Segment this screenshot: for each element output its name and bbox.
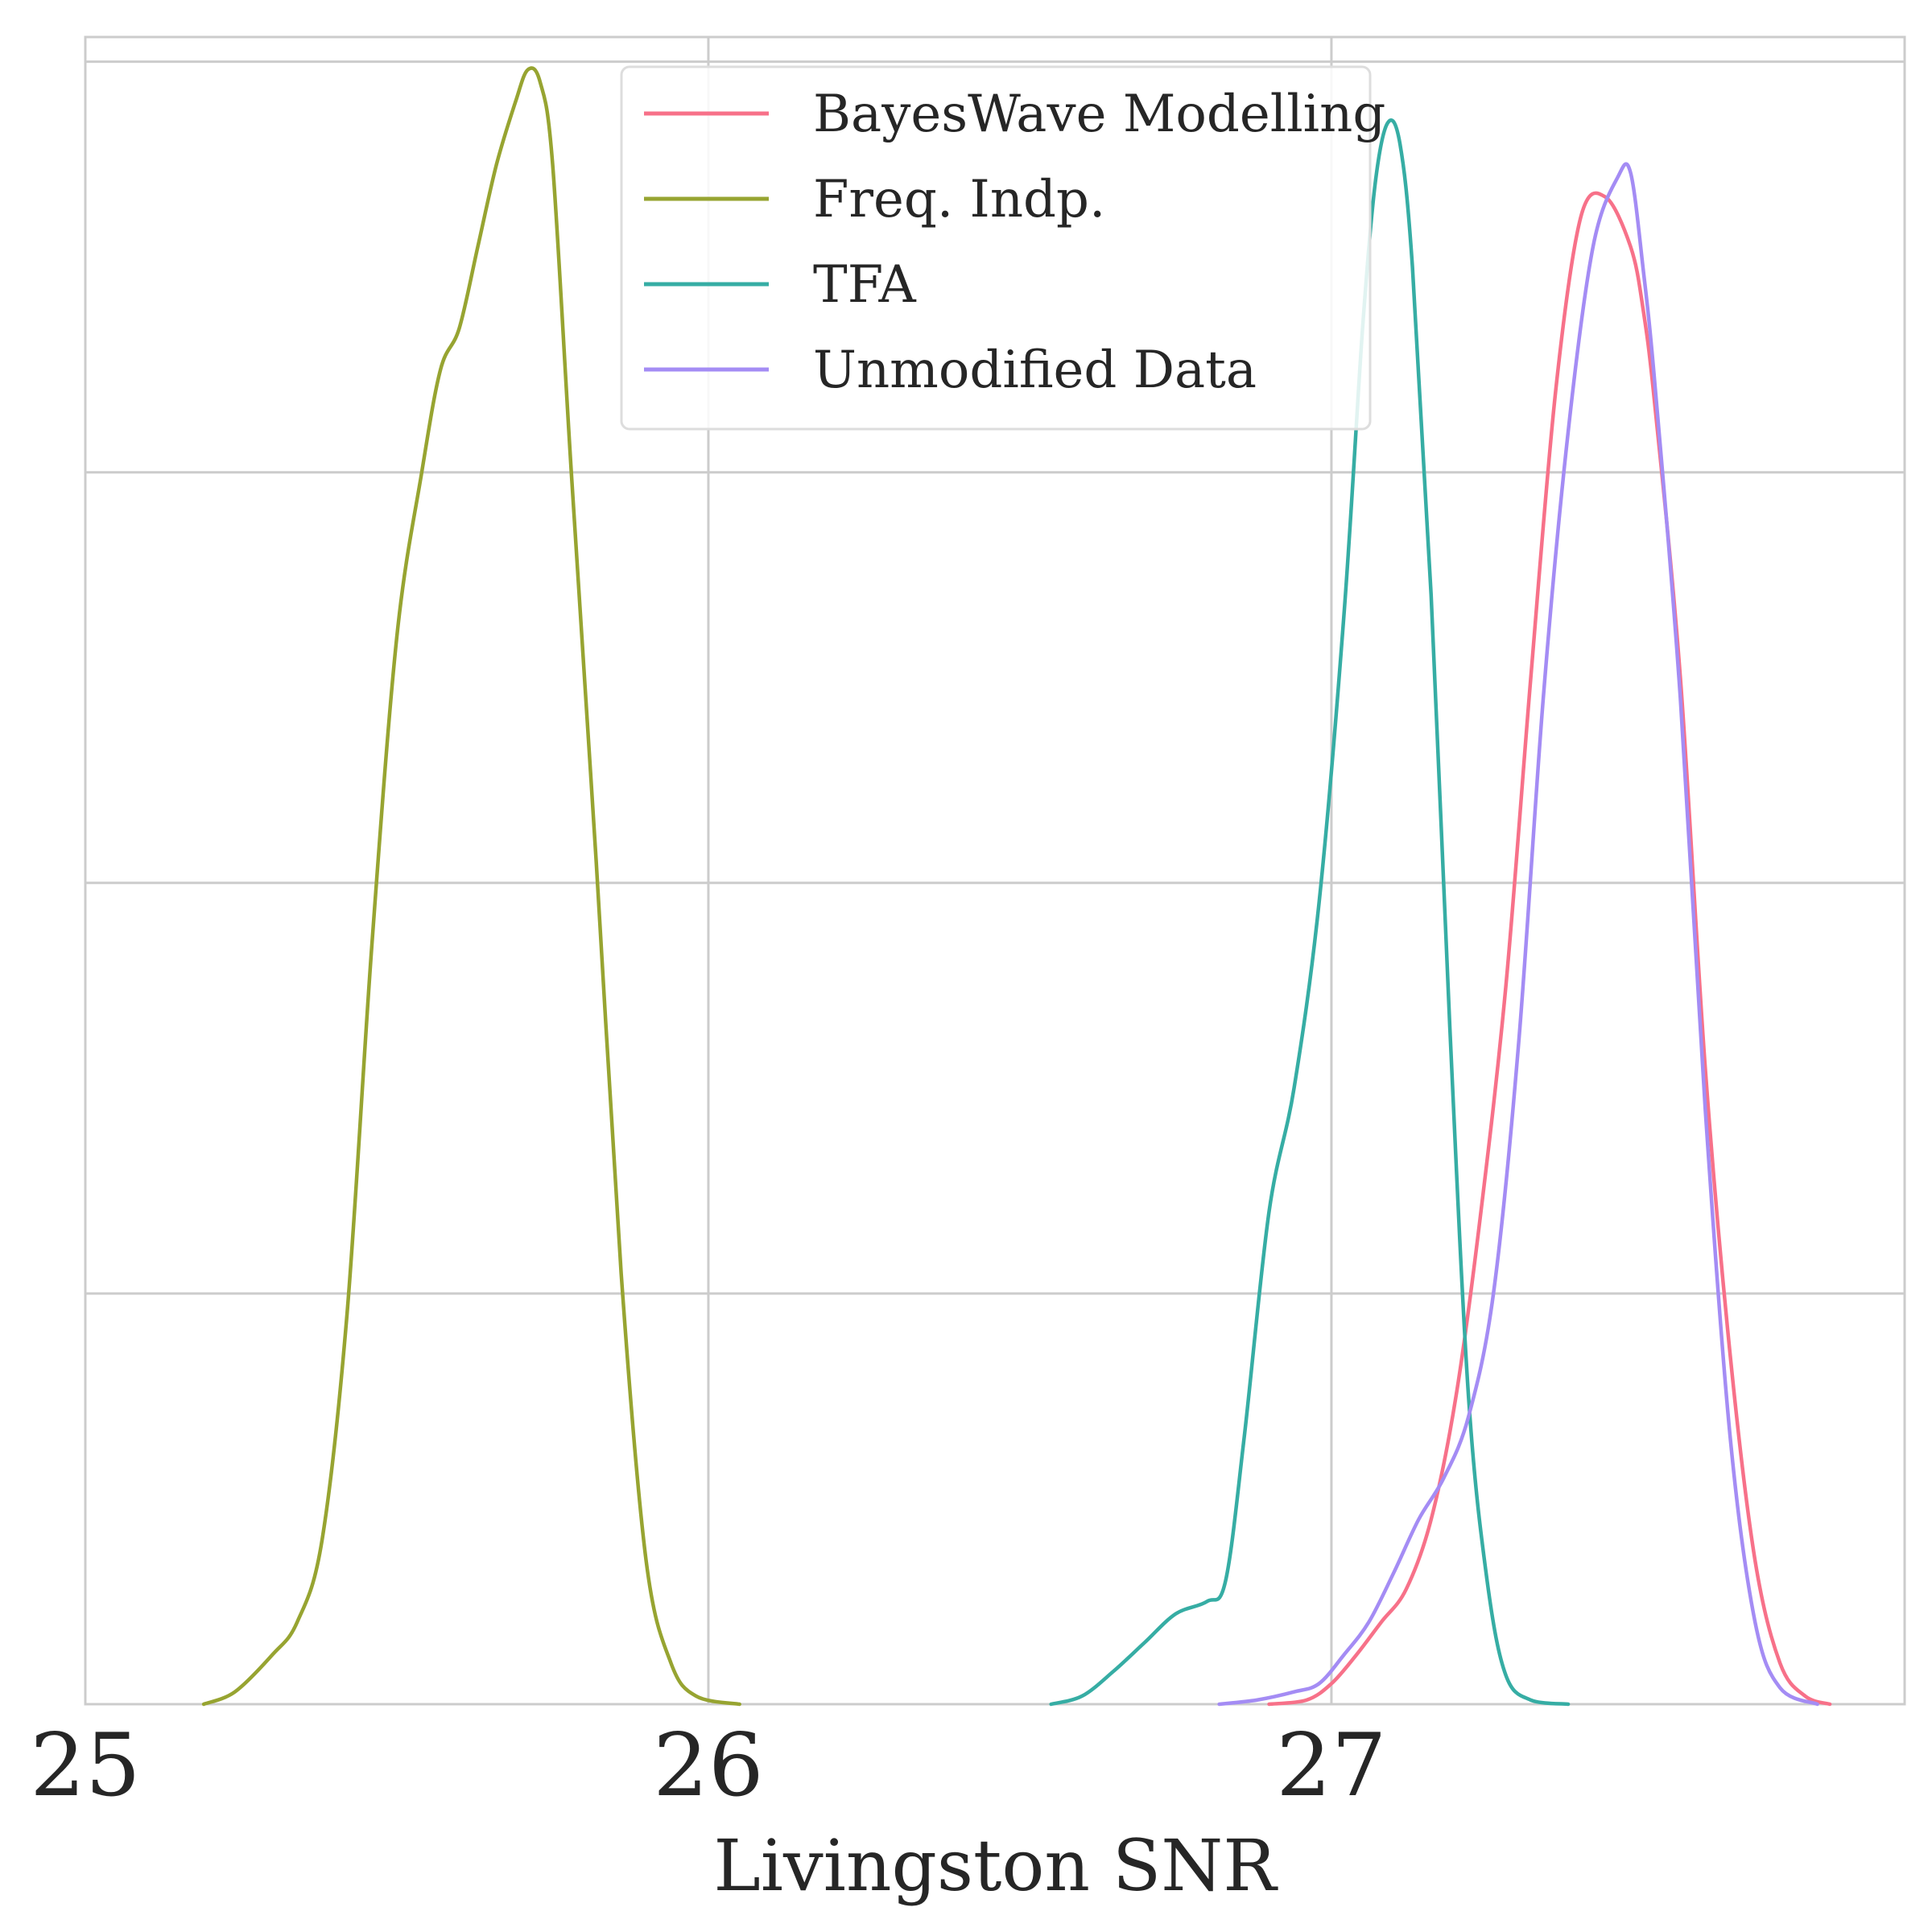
- legend-label-unmodified-data: Unmodified Data: [813, 341, 1257, 400]
- x-tick-label-25: 25: [30, 1715, 140, 1816]
- legend-label-tfa: TFA: [813, 255, 917, 315]
- legend-box: [620, 65, 1372, 431]
- x-axis-label: Livingston SNR: [713, 1824, 1278, 1907]
- series-line-unmodified-data: [1217, 162, 1819, 1707]
- legend-label-bayeswave-modelling: BayesWave Modelling: [813, 85, 1385, 144]
- x-tick-labels: 25 26 27: [30, 1715, 1386, 1816]
- series-line-freq-indp: [201, 66, 741, 1707]
- series-line-bayeswave-modelling: [1267, 191, 1832, 1707]
- x-tick-label-26: 26: [653, 1715, 763, 1816]
- legend: BayesWave Modelling Freq. Indp. TFA Unmodif…: [620, 65, 1385, 431]
- x-tick-label-27: 27: [1276, 1715, 1386, 1816]
- legend-label-freq-indp: Freq. Indp.: [813, 170, 1105, 229]
